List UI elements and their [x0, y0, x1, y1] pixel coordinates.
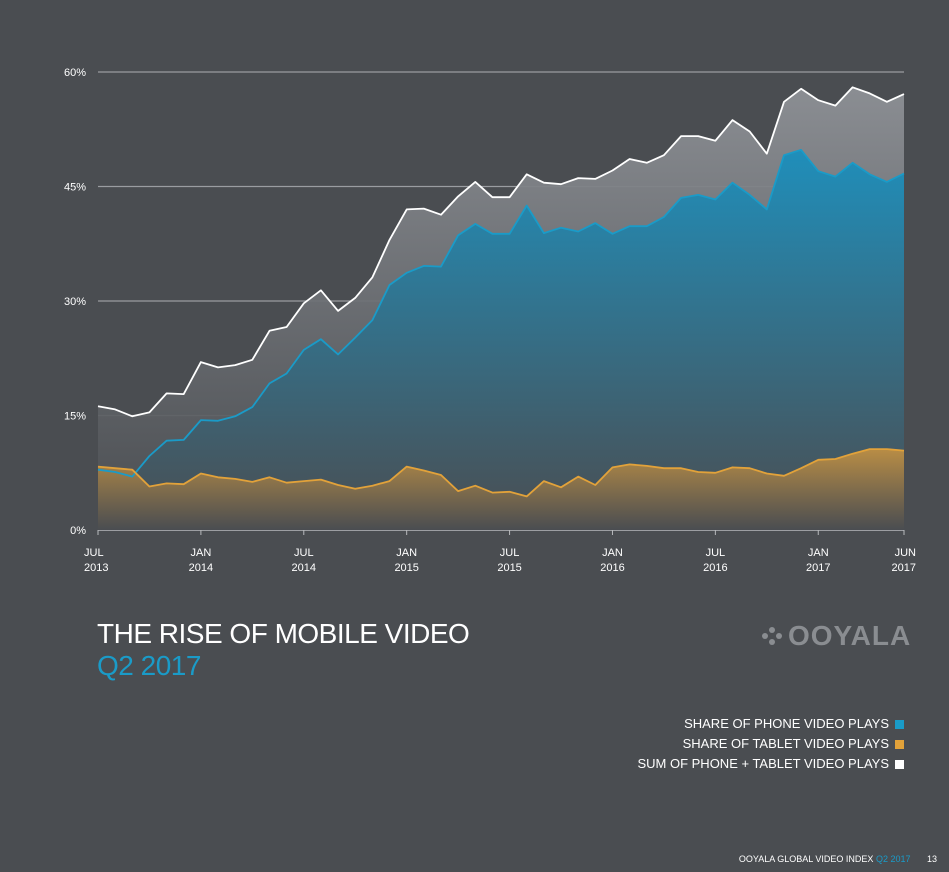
y-tick-label: 0% [70, 525, 86, 537]
logo-dots-icon [760, 624, 788, 648]
x-tick-label-month: JUL [84, 547, 104, 559]
x-tick-label-month: JUL [294, 547, 314, 559]
legend-item-sum: SUM OF PHONE + TABLET VIDEO PLAYS [637, 754, 904, 774]
legend-swatch [895, 759, 904, 769]
tablet-series-line [97, 448, 905, 498]
legend-item-tablet: SHARE OF TABLET VIDEO PLAYS [637, 734, 904, 754]
chart-subtitle: Q2 2017 [97, 650, 201, 681]
chart: 0% 15% 30% 45% 60% JUL 2013 JAN 2014 JUL 2014 JAN 2… [64, 67, 916, 574]
legend: SHARE OF PHONE VIDEO PLAYS SHARE OF TABL… [637, 714, 904, 774]
x-tick-label-year: 2015 [497, 562, 521, 574]
x-tick-label-year: 2013 [84, 562, 108, 574]
x-tick-label-year: 2015 [394, 562, 418, 574]
y-axis: 0% 15% 30% 45% 60% [64, 67, 86, 537]
chart-title: THE RISE OF MOBILE VIDEO [97, 618, 470, 649]
y-tick-label: 15% [64, 411, 86, 423]
x-tick-label-month: JAN [396, 547, 417, 559]
x-tick-label-month: JUL [500, 547, 520, 559]
y-tick-label: 45% [64, 182, 86, 194]
sum-series-line [97, 86, 905, 418]
legend-swatch [895, 739, 904, 749]
x-tick-label-year: 2016 [703, 562, 727, 574]
phone-series-area [98, 149, 904, 530]
legend-label: SHARE OF TABLET VIDEO PLAYS [682, 736, 889, 751]
series-lines [97, 86, 905, 498]
x-tick-label-year: 2016 [600, 562, 624, 574]
x-tick-label-month: JAN [602, 547, 623, 559]
footer: OOYALA GLOBAL VIDEO INDEX Q2 2017 13 [739, 854, 937, 864]
y-tick-label: 30% [64, 296, 86, 308]
x-axis: JUL 2013 JAN 2014 JUL 2014 JAN 2015 JUL 2015 JAN 20… [84, 530, 916, 574]
legend-item-phone: SHARE OF PHONE VIDEO PLAYS [637, 714, 904, 734]
x-tick-label-month: JUL [706, 547, 726, 559]
legend-label: SHARE OF PHONE VIDEO PLAYS [684, 716, 889, 731]
page-number: 13 [926, 854, 937, 864]
legend-swatch [895, 719, 904, 729]
logo-text: OOYALA [788, 620, 912, 651]
series-areas [98, 87, 904, 531]
tablet-series-area [98, 449, 904, 530]
x-tick-label-month: JUN [895, 547, 916, 559]
x-tick-label-month: JAN [191, 547, 212, 559]
x-tick-label-year: 2014 [189, 562, 213, 574]
x-tick-label-year: 2014 [292, 562, 316, 574]
footer-text: OOYALA GLOBAL VIDEO INDEX [738, 854, 874, 864]
phone-series-line [97, 148, 905, 478]
x-tick-label-year: 2017 [806, 562, 830, 574]
ooyala-logo: OOYALA [760, 620, 911, 652]
footer-quarter: Q2 2017 [875, 854, 911, 864]
x-tick-label-year: 2017 [892, 562, 916, 574]
y-tick-label: 60% [64, 67, 86, 79]
x-tick-label-month: JAN [808, 547, 829, 559]
legend-label: SUM OF PHONE + TABLET VIDEO PLAYS [637, 756, 889, 771]
